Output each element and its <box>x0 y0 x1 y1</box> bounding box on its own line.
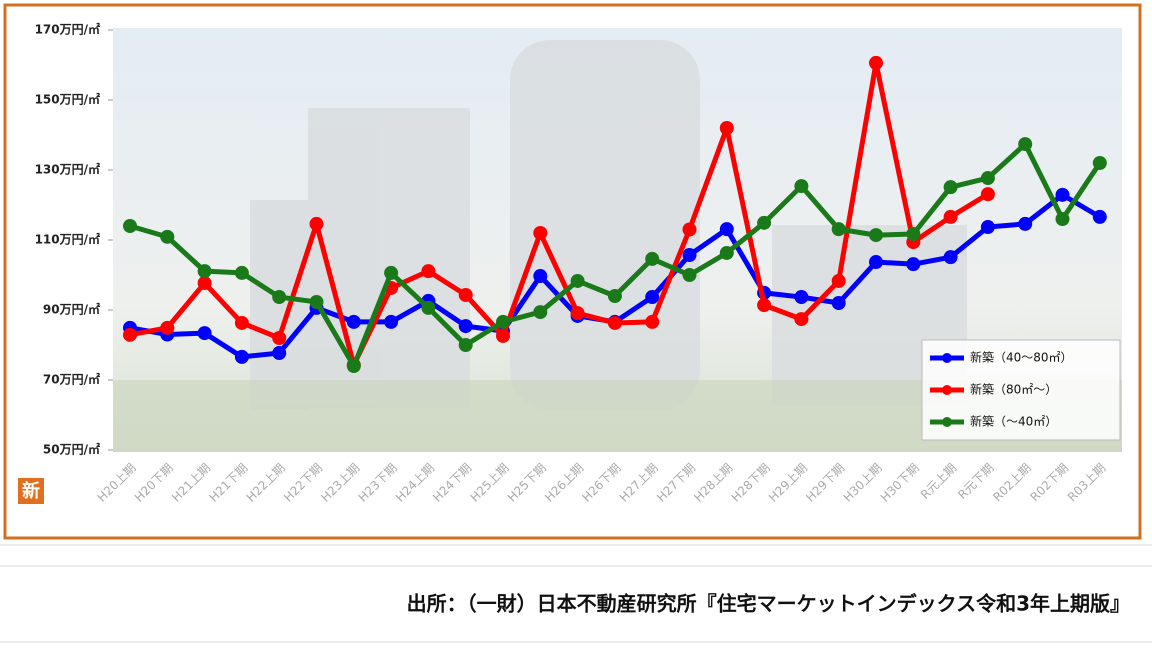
data-point <box>421 300 436 315</box>
data-point <box>123 219 137 233</box>
data-point <box>160 320 175 335</box>
data-point <box>309 216 324 231</box>
data-point <box>197 326 212 341</box>
data-point <box>272 331 287 345</box>
data-point <box>943 180 958 195</box>
data-point <box>197 276 212 291</box>
data-point <box>384 265 399 280</box>
data-point <box>869 255 883 270</box>
source: 出所：（一財）日本不動産研究所『住宅マーケットインデックス令和3年上期版』 <box>407 592 1130 616</box>
data-point <box>533 226 548 240</box>
y-tick-label: 150万円/㎡ <box>35 92 100 107</box>
sheet-grid <box>0 544 1152 643</box>
data-point <box>1055 212 1070 226</box>
data-point <box>906 257 921 272</box>
data-point <box>719 245 734 260</box>
data-point <box>234 265 249 280</box>
data-point <box>943 209 958 224</box>
data-point <box>831 222 846 237</box>
data-point <box>645 314 660 329</box>
data-point <box>794 290 809 305</box>
data-point <box>346 359 361 373</box>
data-point <box>160 229 175 244</box>
badge: 新 <box>22 480 40 502</box>
legend-label: 新築（40～80㎡） <box>970 350 1073 365</box>
data-point <box>570 306 585 321</box>
data-point <box>869 55 883 70</box>
data-point <box>682 222 697 237</box>
data-point <box>980 171 995 186</box>
data-point <box>1092 156 1107 170</box>
data-point <box>384 314 399 329</box>
data-point <box>346 314 361 329</box>
legend-marker <box>942 353 952 363</box>
data-point <box>831 296 846 310</box>
data-point <box>1092 209 1107 224</box>
data-point <box>1055 187 1070 202</box>
data-point <box>794 179 809 194</box>
data-point <box>831 273 846 288</box>
data-point <box>123 327 137 342</box>
data-point <box>496 314 510 329</box>
data-point <box>421 264 436 279</box>
data-point <box>458 319 473 334</box>
y-tick-label: 70万円/㎡ <box>43 372 100 387</box>
data-point <box>719 222 734 237</box>
data-point <box>496 328 510 343</box>
data-point <box>906 227 921 242</box>
data-point <box>757 215 772 230</box>
data-point <box>234 349 249 364</box>
data-point <box>197 264 212 279</box>
data-point <box>272 346 287 361</box>
data-point <box>869 228 883 243</box>
data-point <box>1018 216 1033 231</box>
legend-marker <box>942 417 952 427</box>
data-point <box>570 273 585 288</box>
data-point <box>645 251 660 266</box>
legend-label: 新築（80㎡～） <box>970 382 1057 397</box>
data-point <box>980 220 995 235</box>
data-point <box>533 269 548 284</box>
data-point <box>980 187 995 202</box>
data-point <box>458 287 473 302</box>
data-point <box>607 315 622 330</box>
y-tick-label: 90万円/㎡ <box>43 302 100 317</box>
data-point <box>458 338 473 352</box>
data-point <box>607 289 622 303</box>
data-point <box>943 250 958 265</box>
data-point <box>234 315 249 330</box>
y-tick-label: 170万円/㎡ <box>35 22 100 37</box>
data-point <box>645 290 660 305</box>
data-point <box>719 121 734 135</box>
badge-box <box>18 478 44 504</box>
data-point <box>533 305 548 320</box>
data-point <box>309 294 324 309</box>
y-tick-label: 130万円/㎡ <box>35 162 100 177</box>
y-tick-label: 50万円/㎡ <box>43 442 100 457</box>
legend-marker <box>942 385 952 395</box>
background-buildings <box>250 40 967 410</box>
data-point <box>1018 137 1033 152</box>
data-point <box>757 298 772 313</box>
data-point <box>682 268 697 282</box>
data-point <box>794 312 809 327</box>
data-point <box>682 248 697 263</box>
data-point <box>272 290 287 305</box>
legend-label: 新築（～40㎡） <box>970 414 1057 429</box>
y-tick-label: 110万円/㎡ <box>35 232 100 247</box>
